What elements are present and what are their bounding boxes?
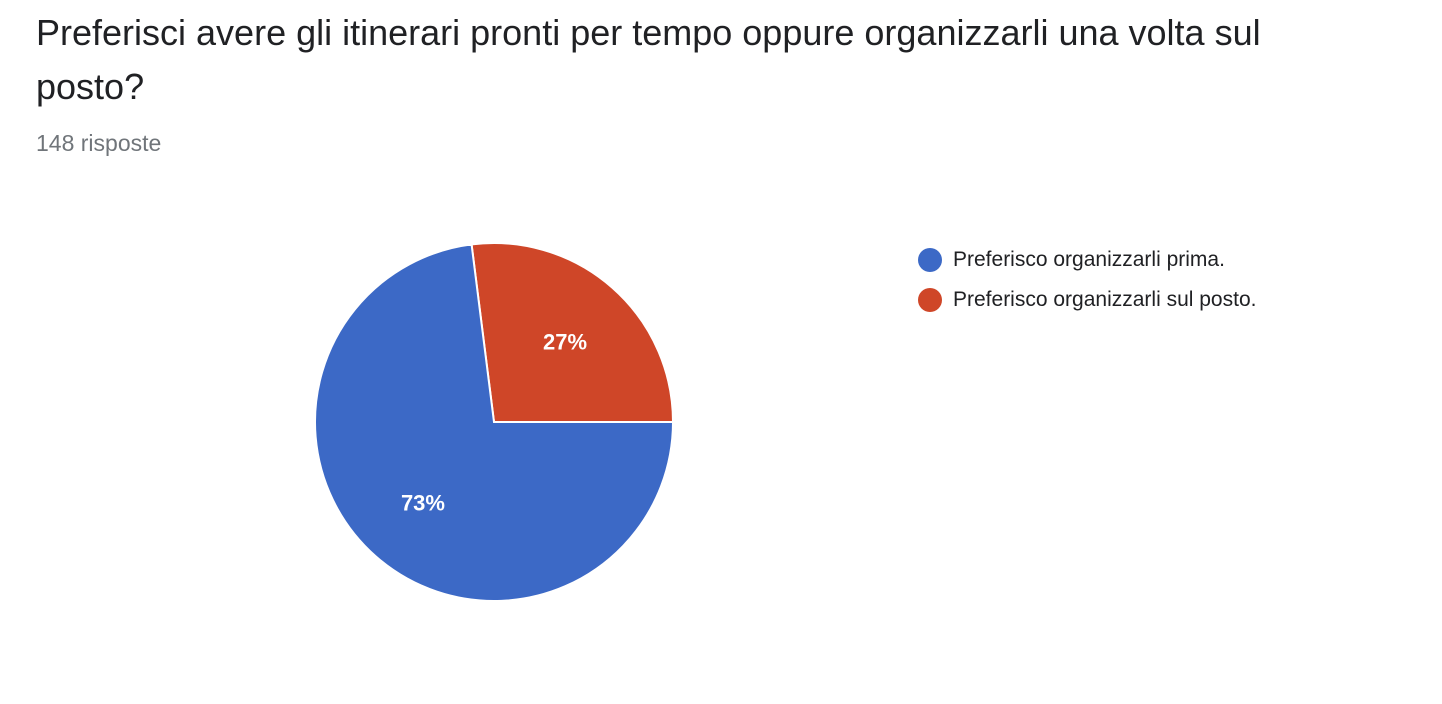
- pie-slices: [314, 242, 675, 602]
- question-title: Preferisci avere gli itinerari pronti pe…: [36, 12, 1261, 107]
- legend-item-1: Preferisco organizzarli prima.: [918, 240, 1256, 280]
- pie-slice-label-1: 73%: [401, 491, 445, 516]
- chart-legend: Preferisco organizzarli prima. Preferisco…: [918, 240, 1256, 320]
- response-count: 148 risposte: [36, 130, 162, 156]
- pie-slice-label-2: 27%: [543, 329, 587, 354]
- pie-slice-1: [314, 243, 675, 602]
- legend-label-1: Preferisco organizzarli prima.: [953, 248, 1225, 271]
- legend-swatch-2: [918, 288, 942, 312]
- legend-label-2: Preferisco organizzarli sul posto.: [953, 288, 1257, 311]
- legend-swatch-1: [918, 248, 942, 272]
- legend-item-2: Preferisco organizzarli sul posto.: [918, 280, 1256, 320]
- pie-slice-labels: 27% 73%: [401, 329, 587, 515]
- pie-slice-2: [470, 242, 675, 423]
